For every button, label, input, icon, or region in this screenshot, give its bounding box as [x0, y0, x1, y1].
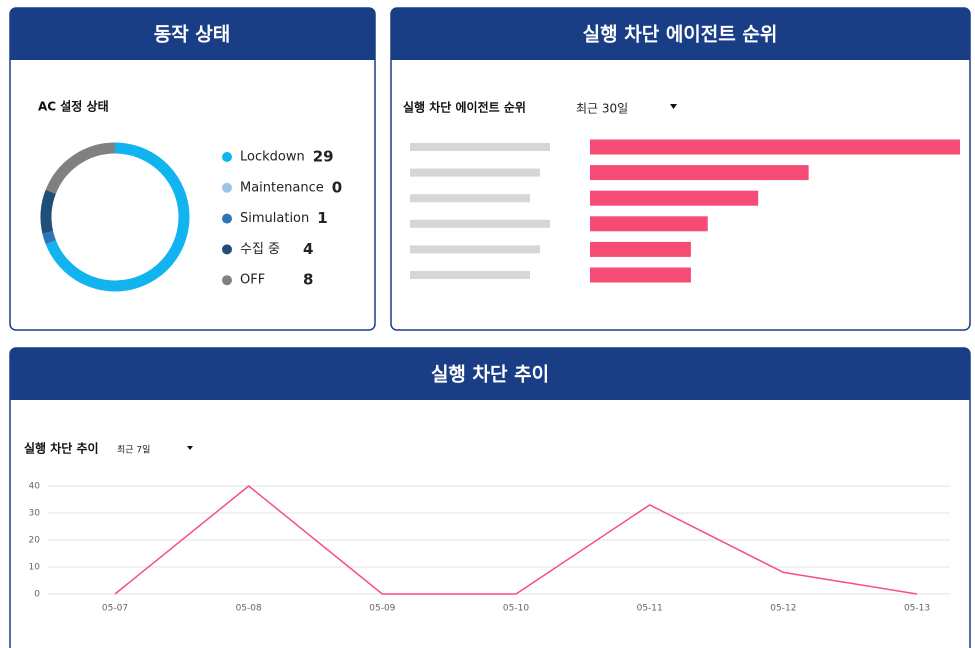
- x-tick-label: 05-11: [637, 604, 663, 614]
- legend-swatch: [222, 244, 232, 255]
- panel-header: [391, 8, 970, 60]
- bar: [590, 241, 691, 257]
- y-tick-label: 0: [34, 590, 40, 600]
- x-tick-label: 05-12: [770, 604, 796, 614]
- y-tick-label: 40: [29, 482, 41, 492]
- agent-label-blurred: [410, 245, 540, 254]
- agent-label-blurred: [410, 271, 530, 279]
- x-tick-label: 05-10: [503, 604, 529, 614]
- bar: [590, 165, 809, 181]
- bar: [590, 139, 960, 155]
- donut-segment: [45, 142, 190, 292]
- agent-label-blurred: [410, 168, 540, 177]
- legend-value: 8: [303, 271, 313, 289]
- dropdown-arrow[interactable]: [670, 104, 677, 109]
- agent-label-blurred: [410, 194, 530, 203]
- y-tick-label: 20: [29, 536, 41, 546]
- x-tick-label: 05-13: [904, 604, 930, 614]
- bar: [590, 190, 759, 206]
- bar: [590, 267, 691, 283]
- legend-swatch: [222, 182, 232, 193]
- x-tick-label: 05-09: [369, 604, 395, 614]
- y-tick-label: 30: [29, 509, 41, 519]
- y-tick-label: 10: [29, 563, 41, 573]
- line: [114, 485, 918, 595]
- panel-title: 실행 차단 추이: [431, 364, 549, 386]
- chart-title: AC 설정 상태: [38, 99, 109, 114]
- panel-header: [10, 8, 375, 60]
- donut-segment: [42, 231, 56, 245]
- legend-swatch: [222, 275, 232, 286]
- legend-swatch: [222, 152, 232, 162]
- chart-title: 실행 차단 추이: [24, 441, 99, 456]
- x-tick-label: 05-08: [236, 604, 262, 614]
- panel-title: 실행 차단 에이전트 순위: [583, 24, 778, 46]
- agent-label-blurred: [410, 219, 550, 228]
- panel-header: [10, 348, 970, 400]
- legend-swatch: [222, 213, 232, 224]
- legend-value: 4: [303, 240, 313, 258]
- legend-label: OFF: [240, 273, 265, 288]
- dropdown[interactable]: 최근 7일: [117, 445, 150, 456]
- donut-segment: [40, 189, 56, 234]
- dropdown[interactable]: 최근 30일: [576, 102, 628, 116]
- legend-value: 1: [317, 209, 327, 227]
- legend-label: 수집 중: [240, 242, 280, 257]
- x-tick-label: 05-07: [102, 604, 128, 614]
- legend-label: Lockdown: [240, 150, 305, 165]
- donut-segment: [45, 142, 116, 194]
- chart-title: 실행 차단 에이전트 순위: [403, 100, 526, 115]
- legend-value: 29: [313, 148, 334, 166]
- dropdown-arrow[interactable]: [187, 446, 193, 450]
- agent-label-blurred: [410, 143, 550, 151]
- legend-label: Simulation: [240, 211, 309, 226]
- legend-label: Maintenance: [240, 180, 324, 195]
- bar: [590, 216, 708, 232]
- legend-value: 0: [332, 178, 342, 196]
- panel-title: 동작 상태: [154, 24, 231, 46]
